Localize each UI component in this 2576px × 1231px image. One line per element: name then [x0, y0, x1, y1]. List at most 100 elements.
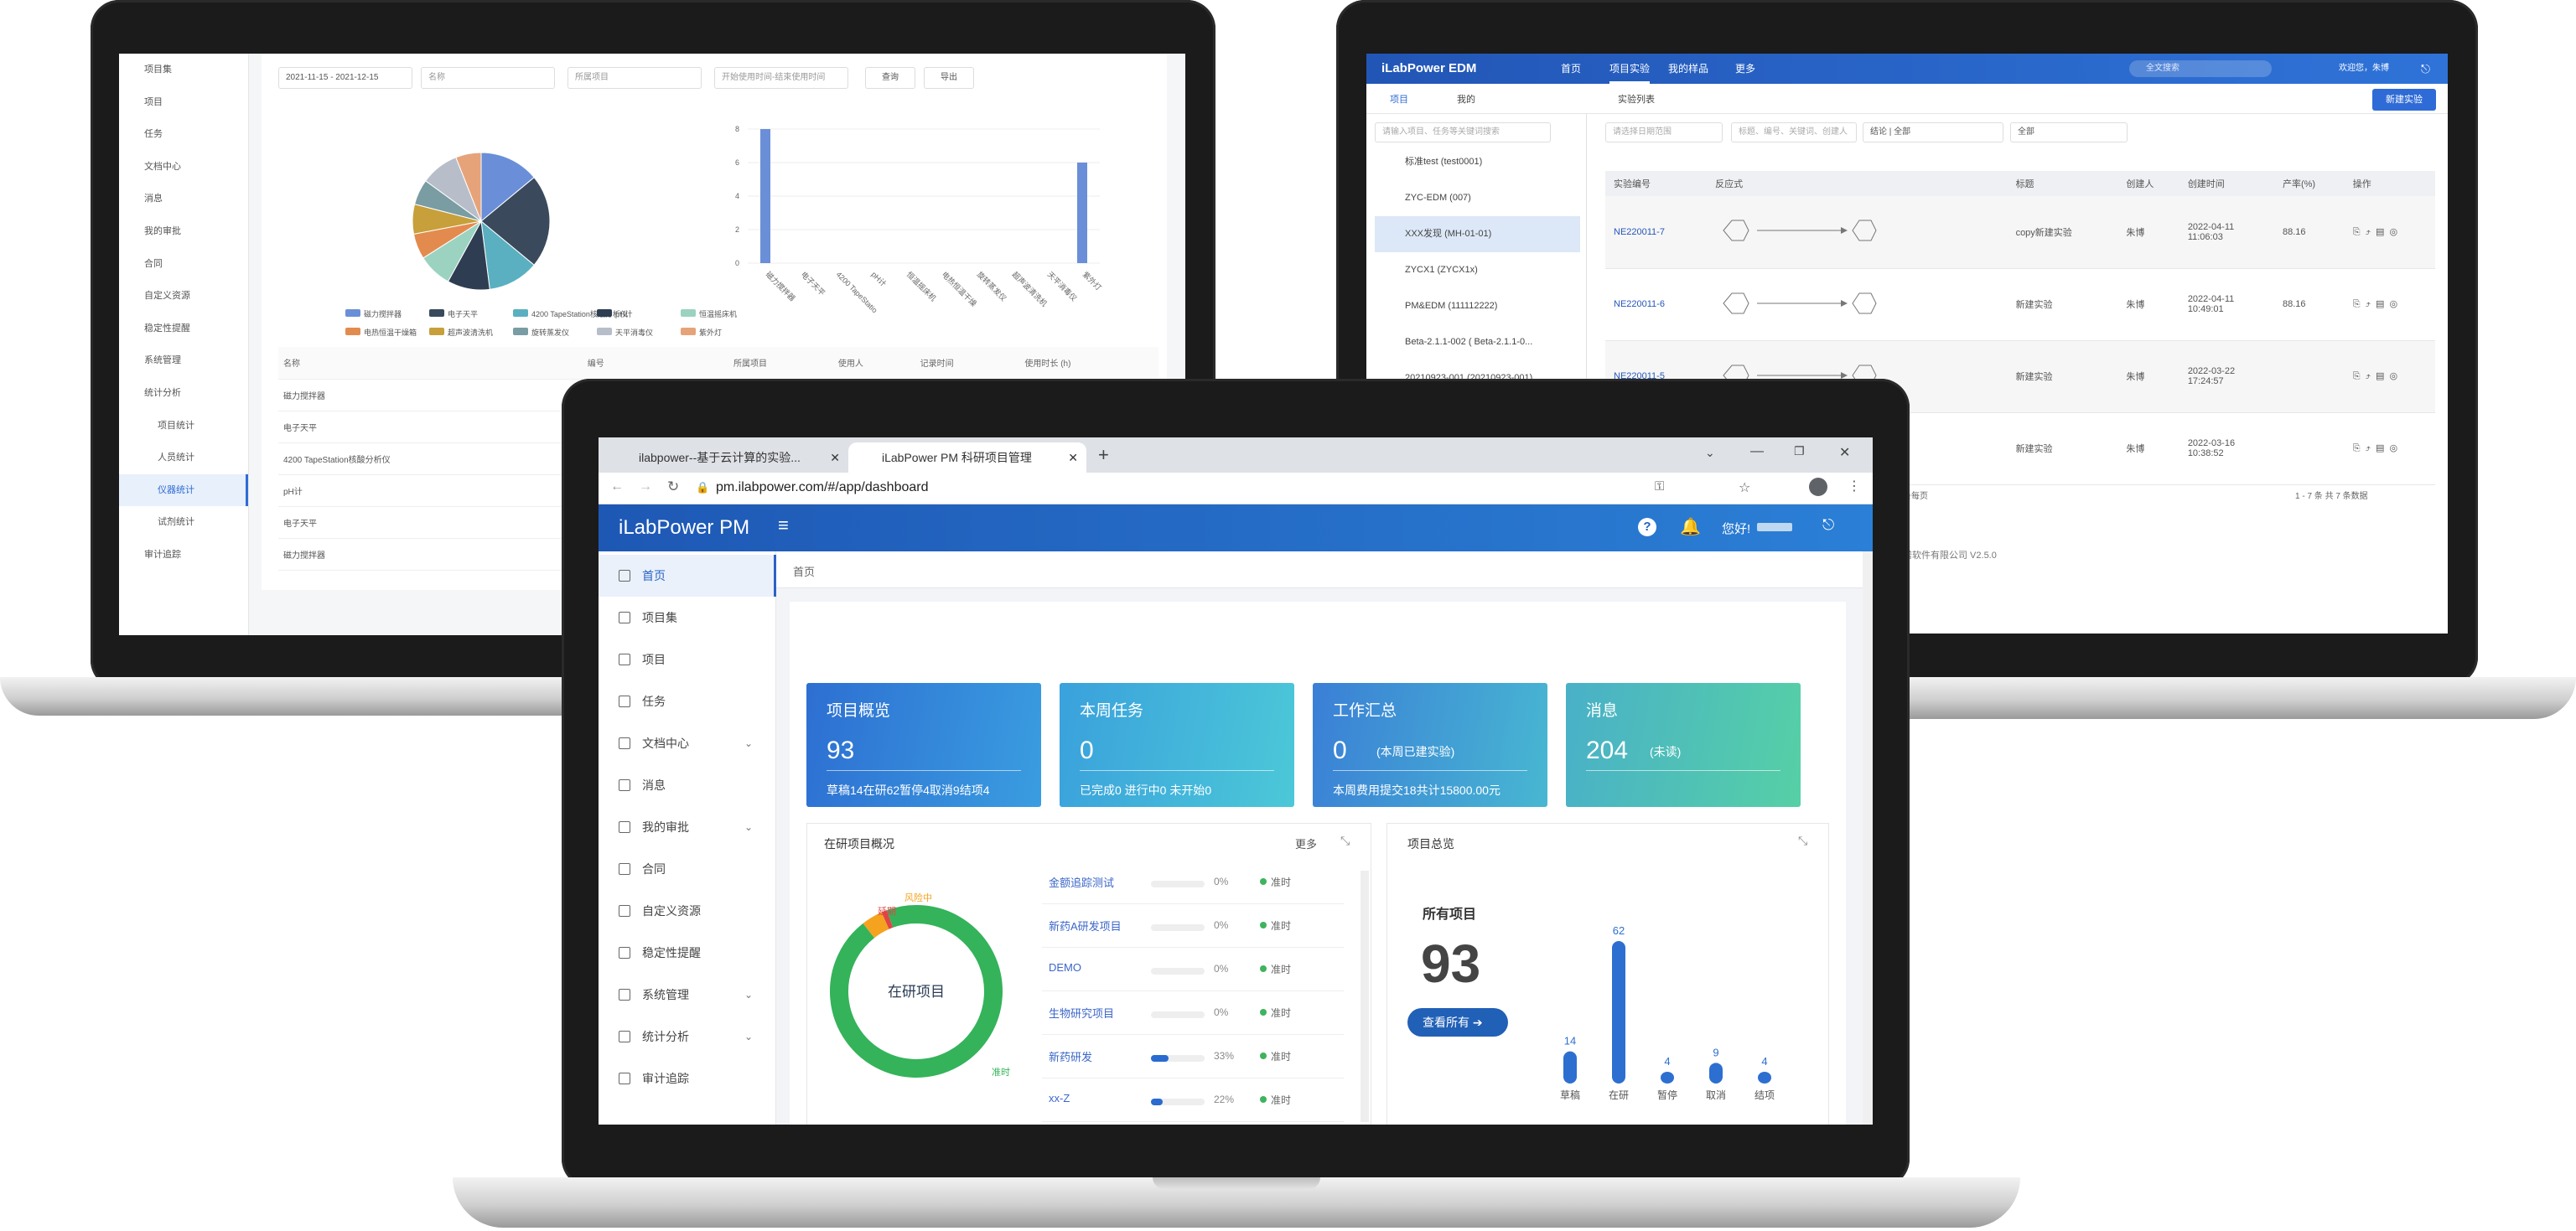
tree-node[interactable]: PM&EDM (111112222): [1405, 301, 1498, 311]
project-row[interactable]: 新药A研发项目 0% 准时: [1042, 904, 1344, 948]
nav-experiments[interactable]: 项目实验: [1609, 54, 1651, 84]
sidebar-item[interactable]: 审计追踪: [599, 1058, 776, 1099]
project-input[interactable]: 所属项目: [568, 67, 702, 89]
summary-card[interactable]: 本周任务 0 已完成0 进行中0 未开始0: [1060, 683, 1294, 807]
sidebar-item[interactable]: 首页: [599, 555, 776, 597]
sidebar-item[interactable]: 消息: [144, 194, 163, 204]
bell-icon[interactable]: 🔔: [1680, 518, 1701, 536]
copy-icon[interactable]: ⎘: [2352, 443, 2361, 453]
conclusion-select[interactable]: 结论 | 全部: [1863, 122, 2003, 142]
url-input[interactable]: pm.ilabpower.com/#/app/dashboard: [716, 480, 929, 494]
summary-card[interactable]: 工作汇总 0 (本周已建实验) 本周费用提交18共计15800.00元: [1313, 683, 1547, 807]
tree-node[interactable]: 标准test (test0001): [1405, 157, 1483, 167]
sidebar-item[interactable]: 任务: [144, 129, 163, 140]
help-icon[interactable]: ?: [1638, 518, 1656, 536]
logout-icon[interactable]: ⎋: [1822, 516, 1835, 533]
sidebar-item[interactable]: 项目: [144, 96, 163, 107]
copy-icon[interactable]: ⎘: [2352, 299, 2361, 309]
more-link[interactable]: 更多: [1295, 838, 1318, 851]
pdf-icon[interactable]: ▤: [2376, 299, 2385, 309]
pdf-icon[interactable]: ▤: [2376, 443, 2385, 453]
sidebar-item[interactable]: 合同: [599, 848, 776, 890]
collapse-icon[interactable]: ⤡: [1340, 834, 1350, 847]
tab-search-icon[interactable]: ⌄: [1705, 446, 1715, 459]
profile-icon[interactable]: [1809, 478, 1827, 496]
share-icon[interactable]: ⤴: [2365, 299, 2371, 309]
nav-home[interactable]: 首页: [1561, 63, 1582, 75]
back-icon[interactable]: ←: [610, 479, 624, 494]
sidebar-item[interactable]: 系统管理 ⌄: [599, 974, 776, 1016]
key-icon[interactable]: ⚿: [1655, 479, 1665, 494]
status-select[interactable]: 全部: [2010, 122, 2128, 142]
sidebar-item[interactable]: 系统管理: [144, 355, 181, 366]
tree-node[interactable]: Beta-2.1.1-002 ( Beta-2.1.1-0...: [1405, 337, 1533, 347]
forward-icon[interactable]: →: [639, 479, 652, 494]
view-icon[interactable]: ◎: [2389, 226, 2398, 237]
table-row[interactable]: NE220011-7 copy新建实验 朱博 2022-04-11 11:06:03 88…: [1605, 196, 2435, 269]
project-row[interactable]: 金额追踪测试 0% 准时: [1042, 861, 1344, 904]
sidebar-item[interactable]: 合同: [144, 258, 163, 269]
new-tab-icon[interactable]: +: [1098, 444, 1109, 465]
share-icon[interactable]: ⤴: [2365, 226, 2371, 237]
sidebar-item[interactable]: 自定义资源: [144, 291, 190, 302]
tree-node[interactable]: XXX发现 (MH-01-01): [1375, 216, 1580, 252]
name-input[interactable]: 名称: [421, 67, 555, 89]
sidebar-item[interactable]: 审计追踪: [144, 549, 181, 560]
sidebar-item[interactable]: 仪器统计: [119, 473, 248, 507]
nav-samples[interactable]: 我的样品: [1668, 63, 1709, 75]
view-all-button[interactable]: 查看所有 ➔: [1407, 1008, 1508, 1037]
star-icon[interactable]: ☆: [1739, 481, 1751, 495]
project-name[interactable]: xx-Z: [1049, 1092, 1070, 1104]
date-range-input[interactable]: 2021-11-15 - 2021-12-15: [278, 67, 412, 89]
sidebar-item[interactable]: 统计分析: [144, 387, 181, 398]
summary-card[interactable]: 消息 204 (未读): [1566, 683, 1801, 807]
breadcrumb[interactable]: 首页: [793, 566, 816, 578]
global-search-input[interactable]: 全文搜索: [2129, 60, 2272, 77]
logout-icon[interactable]: ⎋: [2421, 62, 2431, 75]
project-row[interactable]: 新药研发 33% 准时: [1042, 1035, 1344, 1078]
close-icon[interactable]: ✕: [830, 451, 840, 464]
search-button[interactable]: 查询: [865, 67, 915, 89]
hamburger-icon[interactable]: ≡: [778, 515, 789, 535]
close-window-icon[interactable]: ✕: [1839, 446, 1851, 460]
keyword-input[interactable]: 标题、编号、关键词、创建人: [1731, 122, 1857, 142]
tree-node[interactable]: ZYC-EDM (007): [1405, 193, 1471, 203]
reload-icon[interactable]: ↻: [667, 478, 680, 494]
sidebar-item[interactable]: 稳定性提醒: [599, 932, 776, 974]
view-icon[interactable]: ◎: [2389, 299, 2398, 309]
table-row[interactable]: NE220011-6 新建实验 朱博 2022-04-11 10:49:01 88.16 ⎘…: [1605, 268, 2435, 341]
project-name[interactable]: 新药研发: [1049, 1051, 1093, 1063]
minimize-icon[interactable]: —: [1750, 444, 1764, 458]
sidebar-item[interactable]: 项目统计: [158, 420, 194, 431]
tab-experiment-list[interactable]: 实验列表: [1618, 95, 1655, 105]
collapse-icon[interactable]: ⤡: [1798, 834, 1808, 847]
browser-tab-2[interactable]: iLabPower PM 科研项目管理 ✕: [848, 442, 1086, 473]
copy-icon[interactable]: ⎘: [2352, 226, 2361, 237]
sidebar-item[interactable]: 文档中心: [144, 161, 181, 172]
sidebar-item[interactable]: 统计分析 ⌄: [599, 1016, 776, 1058]
sidebar-item[interactable]: 试剂统计: [158, 517, 194, 528]
sidebar-item[interactable]: 任务: [599, 680, 776, 722]
close-icon[interactable]: ✕: [1068, 451, 1078, 464]
tab-projects[interactable]: 项目: [1390, 95, 1408, 105]
time-range-input[interactable]: 开始使用时间-结束使用时间: [714, 67, 848, 89]
sidebar-item[interactable]: 自定义资源: [599, 890, 776, 932]
sidebar-item[interactable]: 文档中心 ⌄: [599, 722, 776, 764]
sidebar-item[interactable]: 消息: [599, 764, 776, 806]
restore-icon[interactable]: ❐: [1794, 444, 1805, 458]
view-icon[interactable]: ◎: [2389, 371, 2398, 381]
pdf-icon[interactable]: ▤: [2376, 226, 2385, 237]
experiment-id[interactable]: NE220011-6: [1605, 268, 1708, 341]
sidebar-item[interactable]: 项目集: [144, 65, 172, 75]
experiment-id[interactable]: NE220011-7: [1605, 196, 1708, 269]
tree-search-input[interactable]: 请输入项目、任务等关键词搜索: [1375, 122, 1551, 142]
tree-node[interactable]: ZYCX1 (ZYCX1x): [1405, 265, 1478, 275]
browser-tab-1[interactable]: ilabpower--基于云计算的实验... ✕: [605, 442, 848, 473]
page-scrollbar[interactable]: [1863, 551, 1873, 1125]
project-name[interactable]: 新药A研发项目: [1049, 920, 1122, 933]
sidebar-item[interactable]: 稳定性提醒: [144, 323, 190, 334]
export-button[interactable]: 导出: [924, 67, 974, 89]
tab-mine[interactable]: 我的: [1457, 95, 1475, 105]
project-name[interactable]: 金额追踪测试: [1049, 877, 1115, 889]
scrollbar[interactable]: [1361, 871, 1369, 1122]
